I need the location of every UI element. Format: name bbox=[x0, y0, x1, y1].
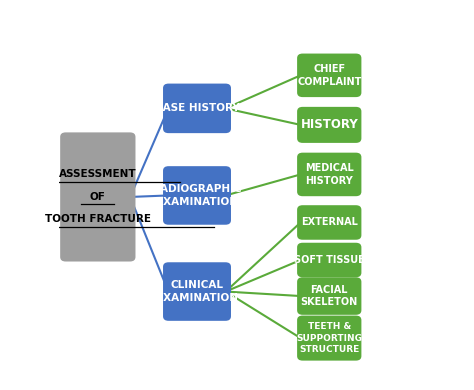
Text: CHIEF
COMPLAINT: CHIEF COMPLAINT bbox=[297, 64, 362, 87]
Text: TOOTH FRACTURE: TOOTH FRACTURE bbox=[45, 215, 151, 225]
Text: MEDICAL
HISTORY: MEDICAL HISTORY bbox=[305, 163, 354, 186]
FancyBboxPatch shape bbox=[60, 132, 136, 262]
Text: SOFT TISSUE: SOFT TISSUE bbox=[294, 255, 365, 265]
FancyBboxPatch shape bbox=[163, 166, 231, 225]
FancyBboxPatch shape bbox=[297, 205, 361, 240]
Text: RADIOGRAPHIC
EXAMINATION: RADIOGRAPHIC EXAMINATION bbox=[152, 184, 242, 207]
FancyBboxPatch shape bbox=[297, 277, 361, 315]
FancyBboxPatch shape bbox=[163, 262, 231, 321]
FancyBboxPatch shape bbox=[297, 53, 361, 97]
Text: CASE HISTORY: CASE HISTORY bbox=[155, 103, 239, 113]
FancyBboxPatch shape bbox=[297, 107, 361, 143]
Text: HISTORY: HISTORY bbox=[301, 119, 358, 131]
Text: ASSESSMENT: ASSESSMENT bbox=[59, 169, 137, 179]
FancyBboxPatch shape bbox=[297, 316, 361, 361]
FancyBboxPatch shape bbox=[297, 152, 361, 196]
Text: TEETH &
SUPPORTING
STRUCTURE: TEETH & SUPPORTING STRUCTURE bbox=[296, 323, 362, 354]
Text: OF: OF bbox=[90, 192, 106, 202]
Text: EXTERNAL: EXTERNAL bbox=[301, 218, 358, 227]
Text: CLINICAL
EXAMINATION: CLINICAL EXAMINATION bbox=[156, 280, 238, 303]
Text: FACIAL
SKELETON: FACIAL SKELETON bbox=[301, 285, 358, 307]
FancyBboxPatch shape bbox=[163, 83, 231, 133]
FancyBboxPatch shape bbox=[297, 243, 361, 277]
